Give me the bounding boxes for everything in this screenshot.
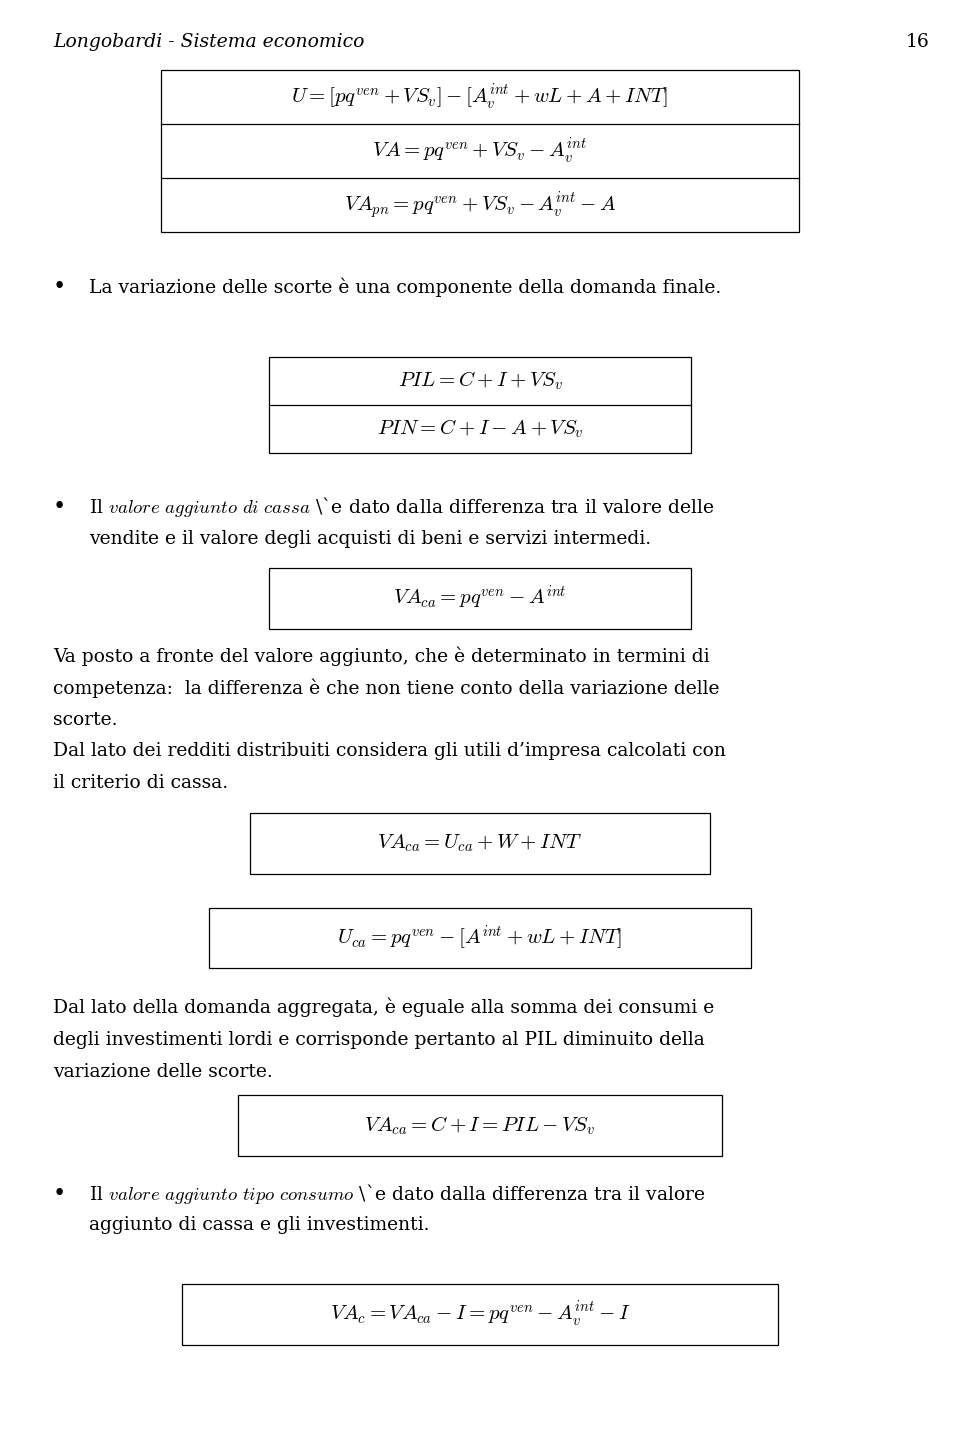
Text: Dal lato della domanda aggregata, è eguale alla somma dei consumi e: Dal lato della domanda aggregata, è egua… xyxy=(53,998,714,1018)
Text: •: • xyxy=(53,276,66,299)
Text: $VA_{ca} = C + I = PIL - VS_{v}$: $VA_{ca} = C + I = PIL - VS_{v}$ xyxy=(364,1114,596,1137)
Text: $VA_{pn} = pq^{ven} + VS_{v} - A_{v}^{int} - A$: $VA_{pn} = pq^{ven} + VS_{v} - A_{v}^{in… xyxy=(344,190,616,221)
FancyBboxPatch shape xyxy=(182,1284,778,1345)
Text: $VA_{c} = VA_{ca} - I = pq^{ven} - A_{v}^{int} - I$: $VA_{c} = VA_{ca} - I = pq^{ven} - A_{v}… xyxy=(329,1300,631,1329)
FancyBboxPatch shape xyxy=(160,70,799,232)
Text: $VA = pq^{ven} + VS_{v} - A_{v}^{int}$: $VA = pq^{ven} + VS_{v} - A_{v}^{int}$ xyxy=(372,136,588,166)
Text: $PIN = C + I - A + VS_{v}$: $PIN = C + I - A + VS_{v}$ xyxy=(376,418,584,440)
Text: 16: 16 xyxy=(905,33,929,51)
Text: Longobardi - Sistema economico: Longobardi - Sistema economico xyxy=(53,33,364,51)
FancyBboxPatch shape xyxy=(238,1095,722,1156)
Text: La variazione delle scorte è una componente della domanda finale.: La variazione delle scorte è una compone… xyxy=(89,277,722,298)
Text: il criterio di cassa.: il criterio di cassa. xyxy=(53,774,228,791)
FancyBboxPatch shape xyxy=(250,813,710,874)
Text: $PIL = C + I + VS_{v}$: $PIL = C + I + VS_{v}$ xyxy=(397,370,563,392)
Text: $VA_{ca} = U_{ca} + W + INT$: $VA_{ca} = U_{ca} + W + INT$ xyxy=(377,833,583,854)
Text: Dal lato dei redditi distribuiti considera gli utili d’impresa calcolati con: Dal lato dei redditi distribuiti conside… xyxy=(53,742,726,759)
FancyBboxPatch shape xyxy=(269,568,691,629)
Text: $VA_{ca} = pq^{ven} - A^{int}$: $VA_{ca} = pq^{ven} - A^{int}$ xyxy=(394,584,566,613)
Text: Va posto a fronte del valore aggiunto, che è determinato in termini di: Va posto a fronte del valore aggiunto, c… xyxy=(53,646,709,666)
Text: •: • xyxy=(53,495,66,518)
Text: $U_{ca} = pq^{ven} - [A^{int} + wL + INT]$: $U_{ca} = pq^{ven} - [A^{int} + wL + INT… xyxy=(338,923,622,953)
Text: $U = [pq^{ven} + VS_{v}] - [A_{v}^{int} + wL + A + INT]$: $U = [pq^{ven} + VS_{v}] - [A_{v}^{int} … xyxy=(292,83,668,112)
Text: vendite e il valore degli acquisti di beni e servizi intermedi.: vendite e il valore degli acquisti di be… xyxy=(89,530,652,547)
Text: aggiunto di cassa e gli investimenti.: aggiunto di cassa e gli investimenti. xyxy=(89,1217,430,1234)
Text: degli investimenti lordi e corrisponde pertanto al PIL diminuito della: degli investimenti lordi e corrisponde p… xyxy=(53,1031,705,1048)
FancyBboxPatch shape xyxy=(269,357,691,453)
Text: Il $\it{valore\ aggiunto\ di\ cassa}$ \`e dato dalla differenza tra il valore de: Il $\it{valore\ aggiunto\ di\ cassa}$ \`… xyxy=(89,495,714,518)
Text: Il $\it{valore\ aggiunto\ tipo\ consumo}$ \`e dato dalla differenza tra il valor: Il $\it{valore\ aggiunto\ tipo\ consumo}… xyxy=(89,1182,706,1205)
Text: variazione delle scorte.: variazione delle scorte. xyxy=(53,1063,273,1080)
Text: •: • xyxy=(53,1182,66,1205)
FancyBboxPatch shape xyxy=(209,908,751,968)
Text: competenza:  la differenza è che non tiene conto della variazione delle: competenza: la differenza è che non tien… xyxy=(53,678,719,698)
Text: scorte.: scorte. xyxy=(53,711,117,729)
